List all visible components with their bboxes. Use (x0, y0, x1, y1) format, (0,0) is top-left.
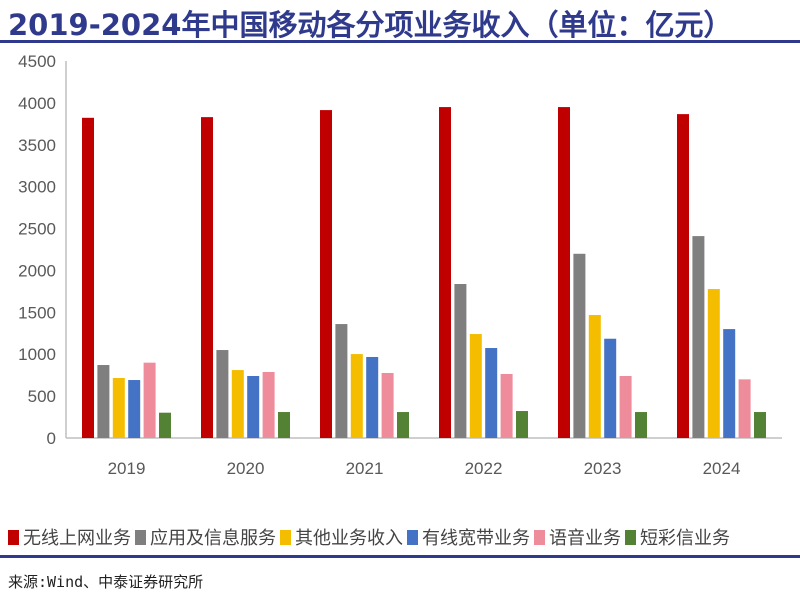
legend-label: 其他业务收入 (295, 528, 403, 549)
x-tick-label: 2020 (227, 459, 265, 478)
legend-label: 应用及信息服务 (150, 528, 276, 549)
bar-2020-5 (278, 412, 290, 438)
legend-label: 有线宽带业务 (422, 528, 530, 549)
legend: 无线上网业务 应用及信息服务 其他业务收入 有线宽带业务 语音业务 短彩信业务 (8, 524, 734, 550)
x-tick-label: 2021 (346, 459, 384, 478)
legend-item: 应用及信息服务 (135, 524, 276, 550)
legend-swatch (280, 529, 291, 545)
bar-2019-4 (143, 362, 156, 438)
y-tick-label: 2000 (18, 261, 56, 280)
legend-item: 语音业务 (534, 524, 621, 550)
bar-2021-1 (335, 324, 348, 438)
legend-swatch (8, 529, 19, 545)
y-tick-label: 4500 (18, 52, 56, 71)
chart-title: 2019-2024年中国移动各分项业务收入（单位：亿元） (8, 8, 733, 42)
bar-2023-5 (635, 412, 647, 438)
legend-swatch (625, 529, 636, 545)
bar-2021-2 (350, 354, 363, 438)
bar-2020-2 (231, 370, 244, 438)
bar-chart: 0 500 1000 1500 2000 2500 3000 3500 4000 4500 2019… (18, 52, 782, 478)
bar-2024-3 (723, 329, 736, 438)
bar-2019-1 (97, 365, 110, 438)
legend-item: 其他业务收入 (280, 524, 403, 550)
footer-divider (0, 555, 800, 558)
bar-2019-2 (112, 378, 125, 438)
legend-swatch (407, 529, 418, 545)
bar-2022-0 (439, 107, 451, 439)
x-tick-label: 2023 (584, 459, 622, 478)
y-tick-label: 2500 (18, 220, 56, 239)
bar-2019-5 (159, 412, 171, 438)
bar-2022-4 (500, 373, 513, 438)
bar-2020-3 (247, 376, 260, 438)
bar-2020-1 (216, 350, 229, 438)
y-tick-label: 4000 (18, 94, 56, 113)
x-tick-label: 2022 (465, 459, 503, 478)
legend-item: 无线上网业务 (8, 524, 131, 550)
y-tick-label: 3500 (18, 136, 56, 155)
y-tick-label: 0 (47, 429, 56, 448)
y-tick-label: 1000 (18, 345, 56, 364)
title-divider (0, 40, 800, 43)
legend-item: 短彩信业务 (625, 524, 730, 550)
bar-2023-1 (573, 253, 586, 438)
bar-2024-5 (754, 412, 766, 438)
bar-2021-4 (381, 372, 394, 438)
bar-2020-4 (262, 371, 275, 438)
bar-2019-0 (82, 117, 94, 438)
bar-2023-0 (558, 107, 570, 439)
legend-label: 短彩信业务 (640, 528, 730, 549)
y-tick-label: 1500 (18, 303, 56, 322)
bar-2021-0 (320, 110, 332, 438)
x-tick-label: 2024 (703, 459, 741, 478)
bar-2022-5 (516, 411, 528, 438)
y-tick-label: 3000 (18, 178, 56, 197)
legend-item: 有线宽带业务 (407, 524, 530, 550)
bar-2019-3 (128, 380, 141, 438)
bar-2023-4 (619, 376, 632, 438)
bar-2022-2 (469, 334, 482, 438)
bar-2024-4 (738, 379, 751, 438)
source-note: 来源:Wind、中泰证券研究所 (8, 573, 204, 591)
bar-2024-0 (677, 114, 689, 438)
legend-swatch (135, 529, 146, 545)
legend-swatch (534, 529, 545, 545)
legend-label: 语音业务 (549, 528, 621, 549)
bar-2022-3 (485, 348, 498, 438)
bar-2023-3 (604, 338, 617, 438)
bar-2022-1 (454, 284, 467, 438)
y-tick-label: 500 (28, 387, 56, 406)
bar-2024-1 (692, 236, 705, 438)
legend-label: 无线上网业务 (23, 528, 131, 549)
x-tick-label: 2019 (108, 459, 146, 478)
bar-2021-3 (366, 356, 379, 438)
bar-2023-2 (588, 315, 601, 438)
bar-2020-0 (201, 117, 213, 439)
bar-2021-5 (397, 412, 409, 438)
bar-2024-2 (707, 289, 720, 438)
